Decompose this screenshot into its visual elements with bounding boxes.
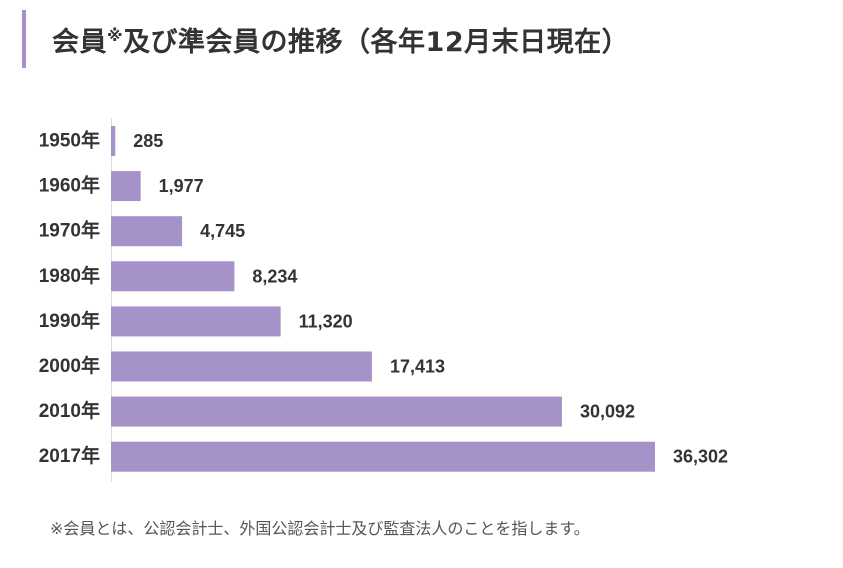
bar [111,396,562,427]
bar [111,126,116,156]
value-label: 30,092 [580,402,635,422]
bar [111,441,655,472]
bar [111,351,372,382]
bar-chart: 1950年 285 1960年 1,977 1970年 4,745 1980年 8,234 19… [39,118,728,482]
page-title: 会員※及び準会員の推移（各年12月末日現在） [52,25,630,58]
value-label: 17,413 [390,357,445,377]
category-label: 2017年 [39,444,100,467]
value-label: 285 [133,131,163,151]
bar [111,171,141,202]
chart-heading: 会員※及び準会員の推移（各年12月末日現在） [22,10,629,68]
category-label: 1960年 [39,174,100,197]
category-label: 1970年 [39,219,100,242]
category-label: 1980年 [39,264,100,287]
value-label: 8,234 [252,266,297,286]
bar [111,216,183,247]
bar [111,261,235,292]
category-label: 1950年 [39,129,100,152]
value-label: 36,302 [673,447,728,467]
reference-mark: ※ [107,25,124,45]
category-label: 1990年 [39,309,100,332]
value-label: 4,745 [200,221,245,241]
bar [111,306,281,337]
value-label: 1,977 [159,176,204,196]
category-label: 2000年 [39,354,100,377]
footnote: ※会員とは、公認会計士、外国公認会計士及び監査法人のことを指します。 [50,519,590,538]
category-label: 2010年 [39,399,100,422]
value-label: 11,320 [299,311,353,331]
